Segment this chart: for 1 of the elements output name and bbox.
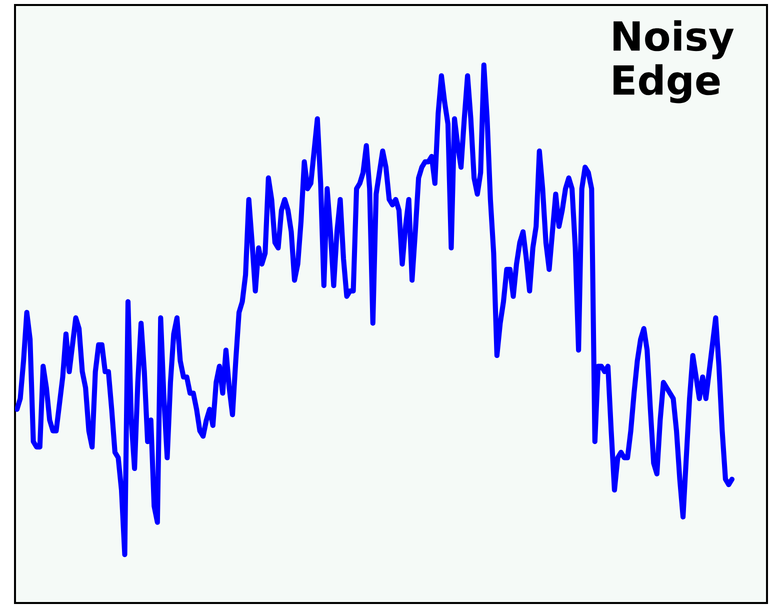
chart-title: Noisy Edge xyxy=(614,20,734,104)
